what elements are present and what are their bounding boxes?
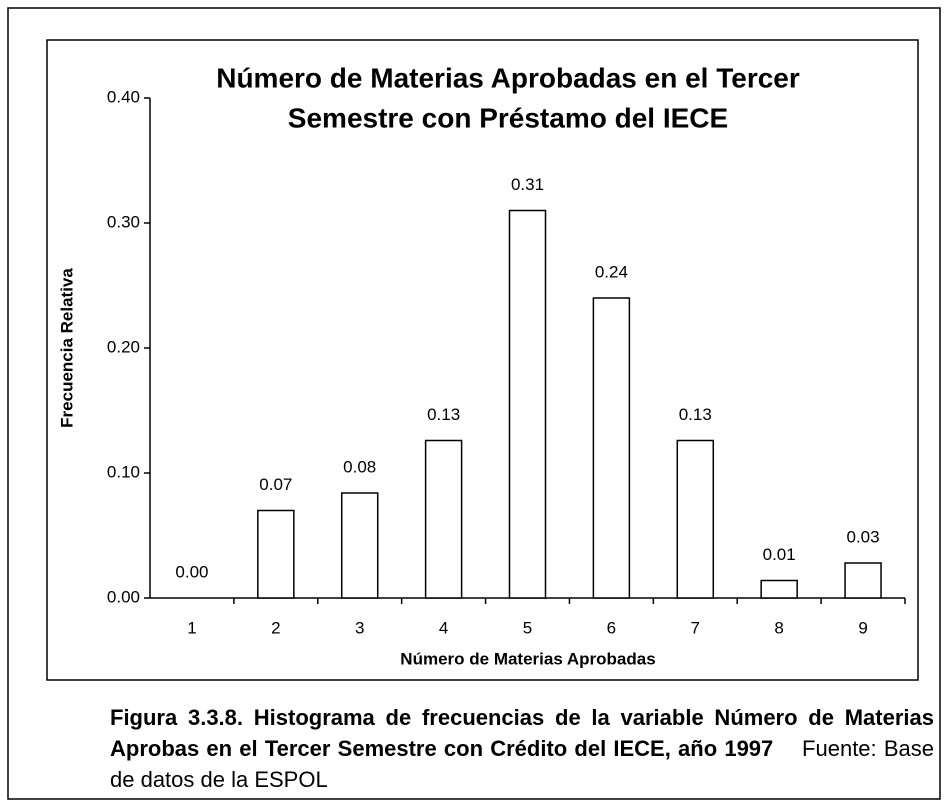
- caption-source: Fuente: Base de datos de la ESPOL: [110, 736, 934, 792]
- chart-title: Número de Materias Aprobadas en el Terce…: [216, 62, 800, 93]
- x-tick-label: 2: [271, 618, 280, 637]
- x-tick-label: 3: [355, 618, 364, 637]
- data-label: 0.00: [175, 562, 208, 581]
- bar: [844, 562, 882, 599]
- x-tick-label: 5: [523, 618, 532, 637]
- y-tick-label: 0.40: [107, 87, 140, 106]
- x-tick-label: 4: [439, 618, 448, 637]
- y-tick-label: 0.10: [107, 462, 140, 481]
- chart-title: Semestre con Préstamo del IECE: [288, 102, 728, 133]
- bar: [760, 579, 798, 599]
- caption: Figura 3.3.8. Histograma de frecuencias …: [110, 702, 934, 795]
- data-label: 0.03: [847, 527, 880, 546]
- bar: [257, 509, 295, 599]
- data-label: 0.31: [511, 175, 544, 194]
- bar: [592, 297, 631, 599]
- data-label: 0.13: [427, 405, 460, 424]
- bar: [676, 439, 715, 599]
- x-tick-label: 6: [607, 618, 616, 637]
- data-label: 0.01: [763, 545, 796, 564]
- data-label: 0.24: [595, 262, 628, 281]
- x-tick-label: 9: [858, 618, 867, 637]
- y-axis-label: Frecuencia Relativa: [57, 268, 76, 428]
- outer-frame: [7, 7, 941, 800]
- data-label: 0.08: [343, 457, 376, 476]
- x-axis-label: Número de Materias Aprobadas: [400, 649, 655, 668]
- y-tick-label: 0.20: [107, 337, 140, 356]
- data-label: 0.13: [679, 405, 712, 424]
- caption-title: Figura 3.3.8. Histograma de frecuencias …: [110, 705, 934, 761]
- x-tick-label: 7: [691, 618, 700, 637]
- x-tick-label: 1: [187, 618, 196, 637]
- chart-frame: [46, 39, 919, 681]
- y-tick-label: 0.30: [107, 212, 140, 231]
- bar: [340, 492, 379, 599]
- data-label: 0.07: [259, 475, 292, 494]
- x-tick-label: 8: [774, 618, 783, 637]
- bar: [424, 439, 463, 599]
- bar: [508, 209, 547, 599]
- y-tick-label: 0.00: [107, 587, 140, 606]
